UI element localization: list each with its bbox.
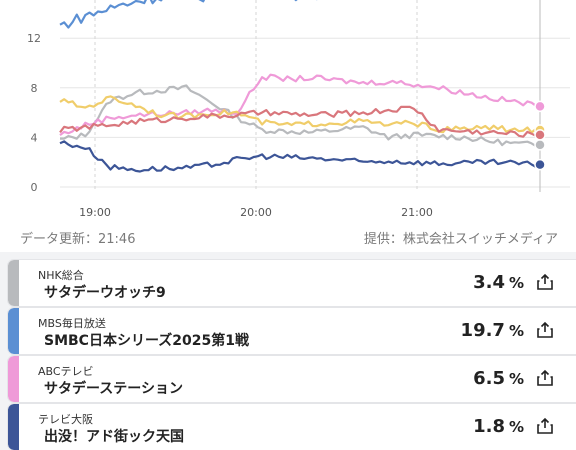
rating-number: 3.4 bbox=[473, 272, 505, 293]
station-name: テレビ大阪 bbox=[38, 413, 93, 426]
station-color-bar bbox=[8, 404, 19, 450]
series-line bbox=[59, 140, 541, 173]
rating-number: 6.5 bbox=[473, 368, 505, 389]
rating-value: 6.5% bbox=[473, 368, 524, 389]
station-color-bar bbox=[8, 308, 19, 354]
program-title: 出没！アド街ック天国 bbox=[44, 429, 184, 445]
series-line bbox=[59, 73, 541, 136]
rating-unit: % bbox=[508, 322, 524, 340]
rating-unit: % bbox=[508, 418, 524, 436]
rating-value: 3.4% bbox=[473, 272, 524, 293]
station-card-mbs[interactable]: MBS毎日放送 SMBC日本シリーズ2025第1戦 19.7% bbox=[8, 308, 576, 354]
station-name: ABCテレビ bbox=[38, 365, 94, 378]
series-line bbox=[60, 84, 541, 148]
series-line bbox=[59, 105, 541, 138]
y-tick-label: 12 bbox=[27, 32, 41, 45]
share-icon[interactable] bbox=[536, 369, 554, 387]
y-tick-label: 4 bbox=[31, 131, 38, 144]
share-icon[interactable] bbox=[536, 417, 554, 435]
station-name: NHK総合 bbox=[38, 269, 84, 282]
rating-number: 1.8 bbox=[473, 416, 505, 437]
rating-number: 19.7 bbox=[460, 320, 505, 341]
series-end-point bbox=[534, 158, 546, 171]
program-title: SMBC日本シリーズ2025第1戦 bbox=[44, 333, 249, 349]
share-icon[interactable] bbox=[536, 321, 554, 339]
station-card-abc[interactable]: ABCテレビ サタデーステーション 6.5% bbox=[8, 356, 576, 402]
program-title: サタデーステーション bbox=[44, 381, 184, 397]
series-end-point bbox=[534, 100, 546, 113]
update-time-label: データ更新：21:46 bbox=[20, 232, 136, 247]
series-end-point bbox=[534, 129, 546, 141]
x-tick-label: 19:00 bbox=[79, 206, 111, 219]
x-tick-label: 20:00 bbox=[240, 206, 272, 219]
station-color-bar bbox=[8, 356, 19, 402]
y-tick-label: 8 bbox=[31, 82, 38, 95]
station-card-nhk[interactable]: NHK総合 サタデーウオッチ9 3.4% bbox=[8, 260, 576, 306]
series-line bbox=[59, 95, 541, 134]
data-provider-label: 提供：株式会社スイッチメディア bbox=[363, 232, 558, 247]
rating-chart-panel: 0 4 8 12 19:00 20:00 21:00 データ更新：21:46 提供：株式会社… bbox=[0, 0, 576, 252]
rating-line-chart: 0 4 8 12 19:00 20:00 21:00 bbox=[27, 0, 570, 219]
series-end-point bbox=[534, 139, 546, 151]
program-title: サタデーウオッチ9 bbox=[44, 285, 166, 301]
x-tick-label: 21:00 bbox=[401, 206, 433, 219]
station-card-tvo[interactable]: テレビ大阪 出没！アド街ック天国 1.8% bbox=[8, 404, 576, 450]
share-icon[interactable] bbox=[536, 273, 554, 291]
rating-value: 19.7% bbox=[461, 320, 524, 341]
y-tick-label: 0 bbox=[31, 181, 38, 194]
rating-unit: % bbox=[508, 274, 524, 292]
station-name: MBS毎日放送 bbox=[38, 317, 106, 330]
station-color-bar bbox=[8, 260, 19, 306]
rating-unit: % bbox=[508, 370, 524, 388]
series-line bbox=[59, 0, 318, 29]
rating-value: 1.8% bbox=[473, 416, 524, 437]
